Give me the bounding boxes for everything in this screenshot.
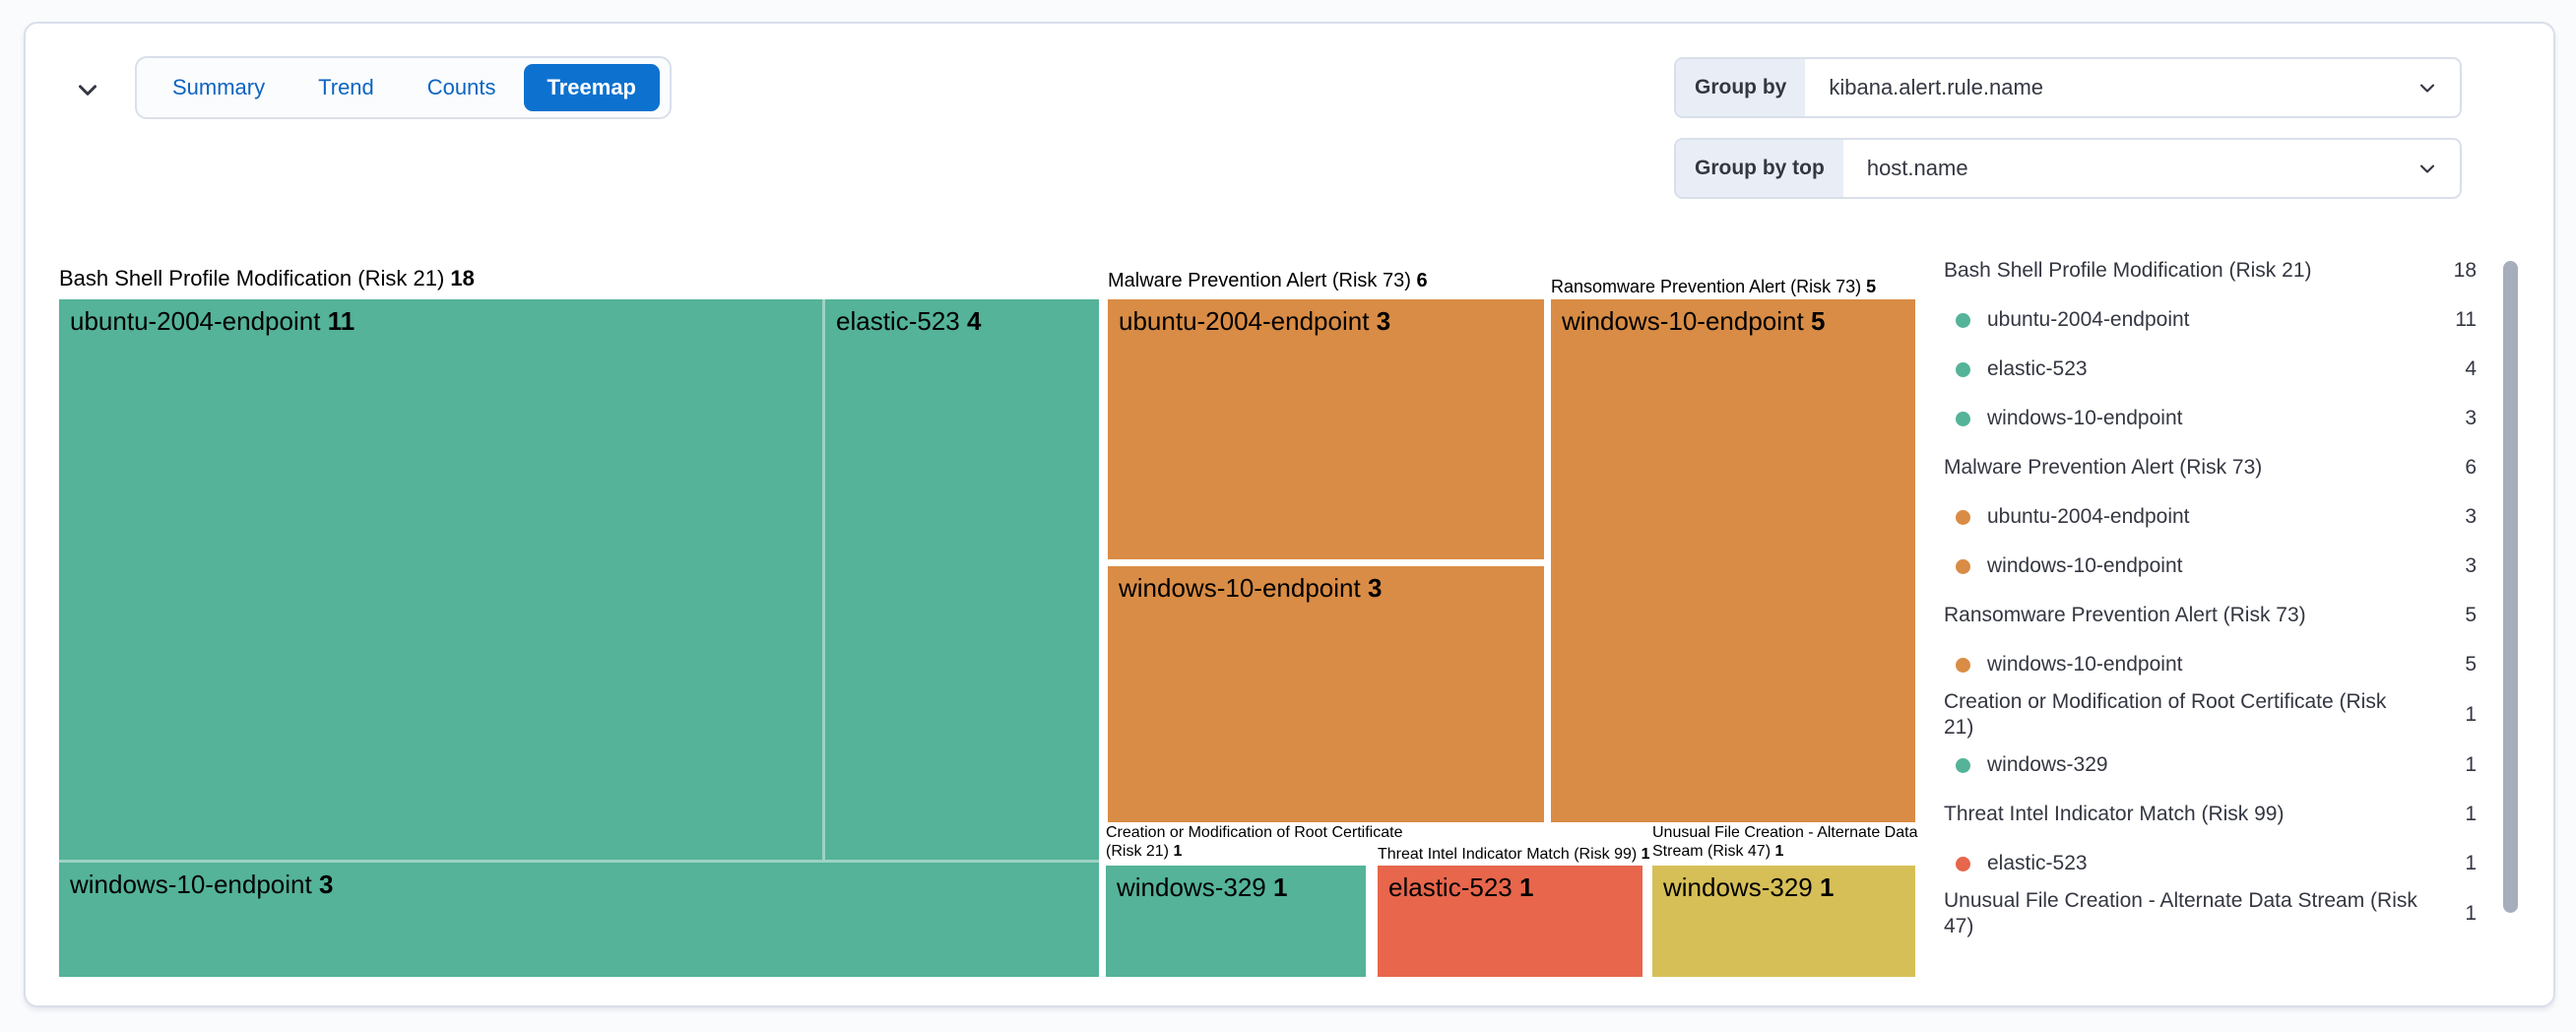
legend-row[interactable]: windows-10-endpoint 3 [1944, 542, 2477, 591]
group-by-select[interactable]: Group by kibana.alert.rule.name [1674, 57, 2462, 118]
treemap-tile[interactable]: ubuntu-2004-endpoint 11 [59, 299, 822, 860]
treemap-tile[interactable]: elastic-523 1 [1378, 866, 1642, 977]
chevron-down-icon [73, 75, 102, 104]
treemap-tile[interactable]: elastic-523 4 [825, 299, 1099, 860]
legend-count: 18 [2453, 259, 2477, 282]
legend-count: 1 [2465, 703, 2477, 726]
legend-row[interactable]: Bash Shell Profile Modification (Risk 21… [1944, 246, 2477, 295]
legend-count: 3 [2465, 554, 2477, 577]
treemap-group-header: Creation or Modification of Root Certifi… [1106, 824, 1403, 860]
treemap-group-header: Malware Prevention Alert (Risk 73) 6 [1108, 270, 1428, 291]
legend-row[interactable]: Creation or Modification of Root Certifi… [1944, 689, 2477, 741]
legend-count: 1 [2465, 753, 2477, 776]
legend-dot [1956, 657, 1970, 673]
legend-label: Threat Intel Indicator Match (Risk 99) [1944, 803, 2285, 825]
legend-row[interactable]: Threat Intel Indicator Match (Risk 99) 1 [1944, 790, 2477, 839]
treemap-tile[interactable]: windows-329 1 [1652, 866, 1915, 977]
group-by-top-select[interactable]: Group by top host.name [1674, 138, 2462, 199]
alerts-panel: Summary Trend Counts Treemap Group by ki… [24, 22, 2555, 1007]
legend-row[interactable]: ubuntu-2004-endpoint 11 [1944, 295, 2477, 345]
legend-count: 4 [2465, 357, 2477, 380]
legend-count: 1 [2465, 803, 2477, 825]
legend-dot [1956, 558, 1970, 574]
legend-label: elastic-523 [1987, 357, 2088, 380]
legend-count: 3 [2465, 505, 2477, 528]
legend-dot [1956, 856, 1970, 871]
legend-count: 11 [2455, 308, 2477, 331]
chevron-down-icon [2415, 59, 2460, 116]
treemap-group-header: Threat Intel Indicator Match (Risk 99) 1 [1378, 846, 1650, 863]
legend-count: 1 [2465, 902, 2477, 925]
legend-dot [1956, 361, 1970, 377]
legend-label: windows-329 [1987, 753, 2108, 776]
tab-treemap[interactable]: Treemap [523, 64, 660, 111]
legend-count: 1 [2465, 852, 2477, 874]
treemap-group-header: Ransomware Prevention Alert (Risk 73) 5 [1551, 277, 1877, 296]
legend-row[interactable]: windows-10-endpoint 3 [1944, 394, 2477, 443]
legend-dot [1956, 509, 1970, 525]
treemap-tile[interactable]: windows-10-endpoint 3 [1108, 566, 1544, 822]
legend-label: Bash Shell Profile Modification (Risk 21… [1944, 259, 2312, 282]
treemap-tile[interactable]: windows-10-endpoint 3 [59, 863, 1099, 977]
legend-row[interactable]: Malware Prevention Alert (Risk 73) 6 [1944, 443, 2477, 492]
legend-label: elastic-523 [1987, 852, 2088, 874]
tab-trend[interactable]: Trend [292, 64, 400, 111]
legend-row[interactable]: elastic-523 1 [1944, 839, 2477, 888]
legend-row[interactable]: Ransomware Prevention Alert (Risk 73) 5 [1944, 591, 2477, 640]
legend-label: windows-10-endpoint [1987, 653, 2183, 676]
legend-count: 5 [2465, 653, 2477, 676]
treemap-tile[interactable]: ubuntu-2004-endpoint 3 [1108, 299, 1544, 559]
legend-dot [1956, 757, 1970, 773]
legend-row[interactable]: ubuntu-2004-endpoint 3 [1944, 492, 2477, 542]
group-by-value: kibana.alert.rule.name [1829, 75, 2044, 99]
tab-summary[interactable]: Summary [147, 64, 290, 111]
chevron-down-icon [2415, 140, 2460, 197]
group-by-top-value: host.name [1866, 156, 1968, 180]
treemap-group-header: Unusual File Creation - Alternate Data S… [1652, 824, 1918, 860]
legend-label: Malware Prevention Alert (Risk 73) [1944, 456, 2263, 479]
legend-label: ubuntu-2004-endpoint [1987, 308, 2190, 331]
legend-label: windows-10-endpoint [1987, 554, 2183, 577]
legend-count: 3 [2465, 407, 2477, 429]
collapse-panel-button[interactable] [65, 67, 110, 112]
legend-count: 5 [2465, 604, 2477, 626]
legend-label: ubuntu-2004-endpoint [1987, 505, 2190, 528]
legend-scrollbar[interactable] [2503, 261, 2518, 913]
tab-counts[interactable]: Counts [402, 64, 522, 111]
view-button-group: Summary Trend Counts Treemap [135, 56, 672, 119]
treemap-tile[interactable]: windows-329 1 [1106, 866, 1366, 977]
legend-row[interactable]: elastic-523 4 [1944, 345, 2477, 394]
group-by-label: Group by [1676, 59, 1806, 116]
group-by-top-label: Group by top [1676, 140, 1843, 197]
legend-dot [1956, 411, 1970, 426]
legend-row[interactable]: windows-10-endpoint 5 [1944, 640, 2477, 689]
legend-count: 6 [2465, 456, 2477, 479]
legend-row[interactable]: Unusual File Creation - Alternate Data S… [1944, 888, 2477, 939]
treemap-legend: Bash Shell Profile Modification (Risk 21… [1944, 246, 2477, 939]
treemap-section-malware: ubuntu-2004-endpoint 3 windows-10-endpoi… [1108, 299, 1544, 822]
treemap-tile[interactable]: windows-10-endpoint 5 [1551, 299, 1915, 822]
legend-label: windows-10-endpoint [1987, 407, 2183, 429]
treemap-group-header: Bash Shell Profile Modification (Risk 21… [59, 266, 475, 290]
legend-dot [1956, 312, 1970, 328]
legend-label: Unusual File Creation - Alternate Data S… [1944, 889, 2417, 937]
legend-label: Ransomware Prevention Alert (Risk 73) [1944, 604, 2306, 626]
legend-label: Creation or Modification of Root Certifi… [1944, 690, 2387, 739]
treemap-section-bash-shell: ubuntu-2004-endpoint 11 elastic-523 4 wi… [59, 299, 1099, 977]
legend-row[interactable]: windows-329 1 [1944, 741, 2477, 790]
